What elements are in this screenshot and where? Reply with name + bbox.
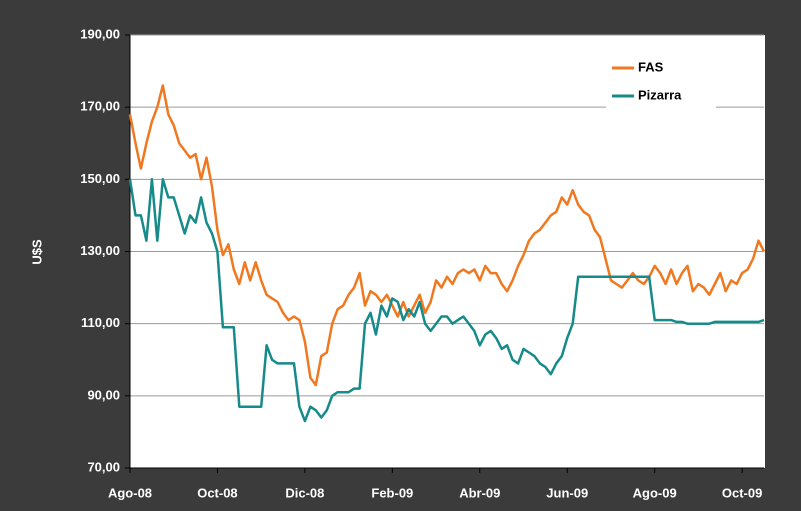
- y-tick-label: 90,00: [87, 387, 120, 402]
- x-tick-label: Ago-08: [108, 485, 152, 500]
- legend: FAS Pizarra: [606, 55, 716, 111]
- x-tick-label: Oct-08: [197, 485, 237, 500]
- legend-label: Pizarra: [638, 87, 682, 102]
- series-line: [128, 178, 765, 423]
- legend-box: [606, 55, 716, 111]
- y-tick-label: 70,00: [87, 459, 120, 474]
- y-tick-label: 130,00: [80, 243, 120, 258]
- x-tick-label: Jun-09: [546, 485, 588, 500]
- y-axis-title: U$S: [29, 239, 44, 265]
- x-tick-label: Dic-08: [285, 485, 324, 500]
- y-tick-label: 110,00: [81, 315, 120, 330]
- y-tick-label: 170,00: [80, 99, 120, 114]
- x-tick-label: Ago-09: [633, 485, 677, 500]
- y-tick-label: 190,00: [80, 26, 120, 41]
- y-tick-label: 150,00: [80, 171, 120, 186]
- x-tick-label: Feb-09: [371, 485, 413, 500]
- x-tick-label: Oct-09: [722, 485, 762, 500]
- x-tick-label: Abr-09: [459, 485, 500, 500]
- legend-label: FAS: [638, 59, 664, 74]
- series-line: [128, 84, 766, 387]
